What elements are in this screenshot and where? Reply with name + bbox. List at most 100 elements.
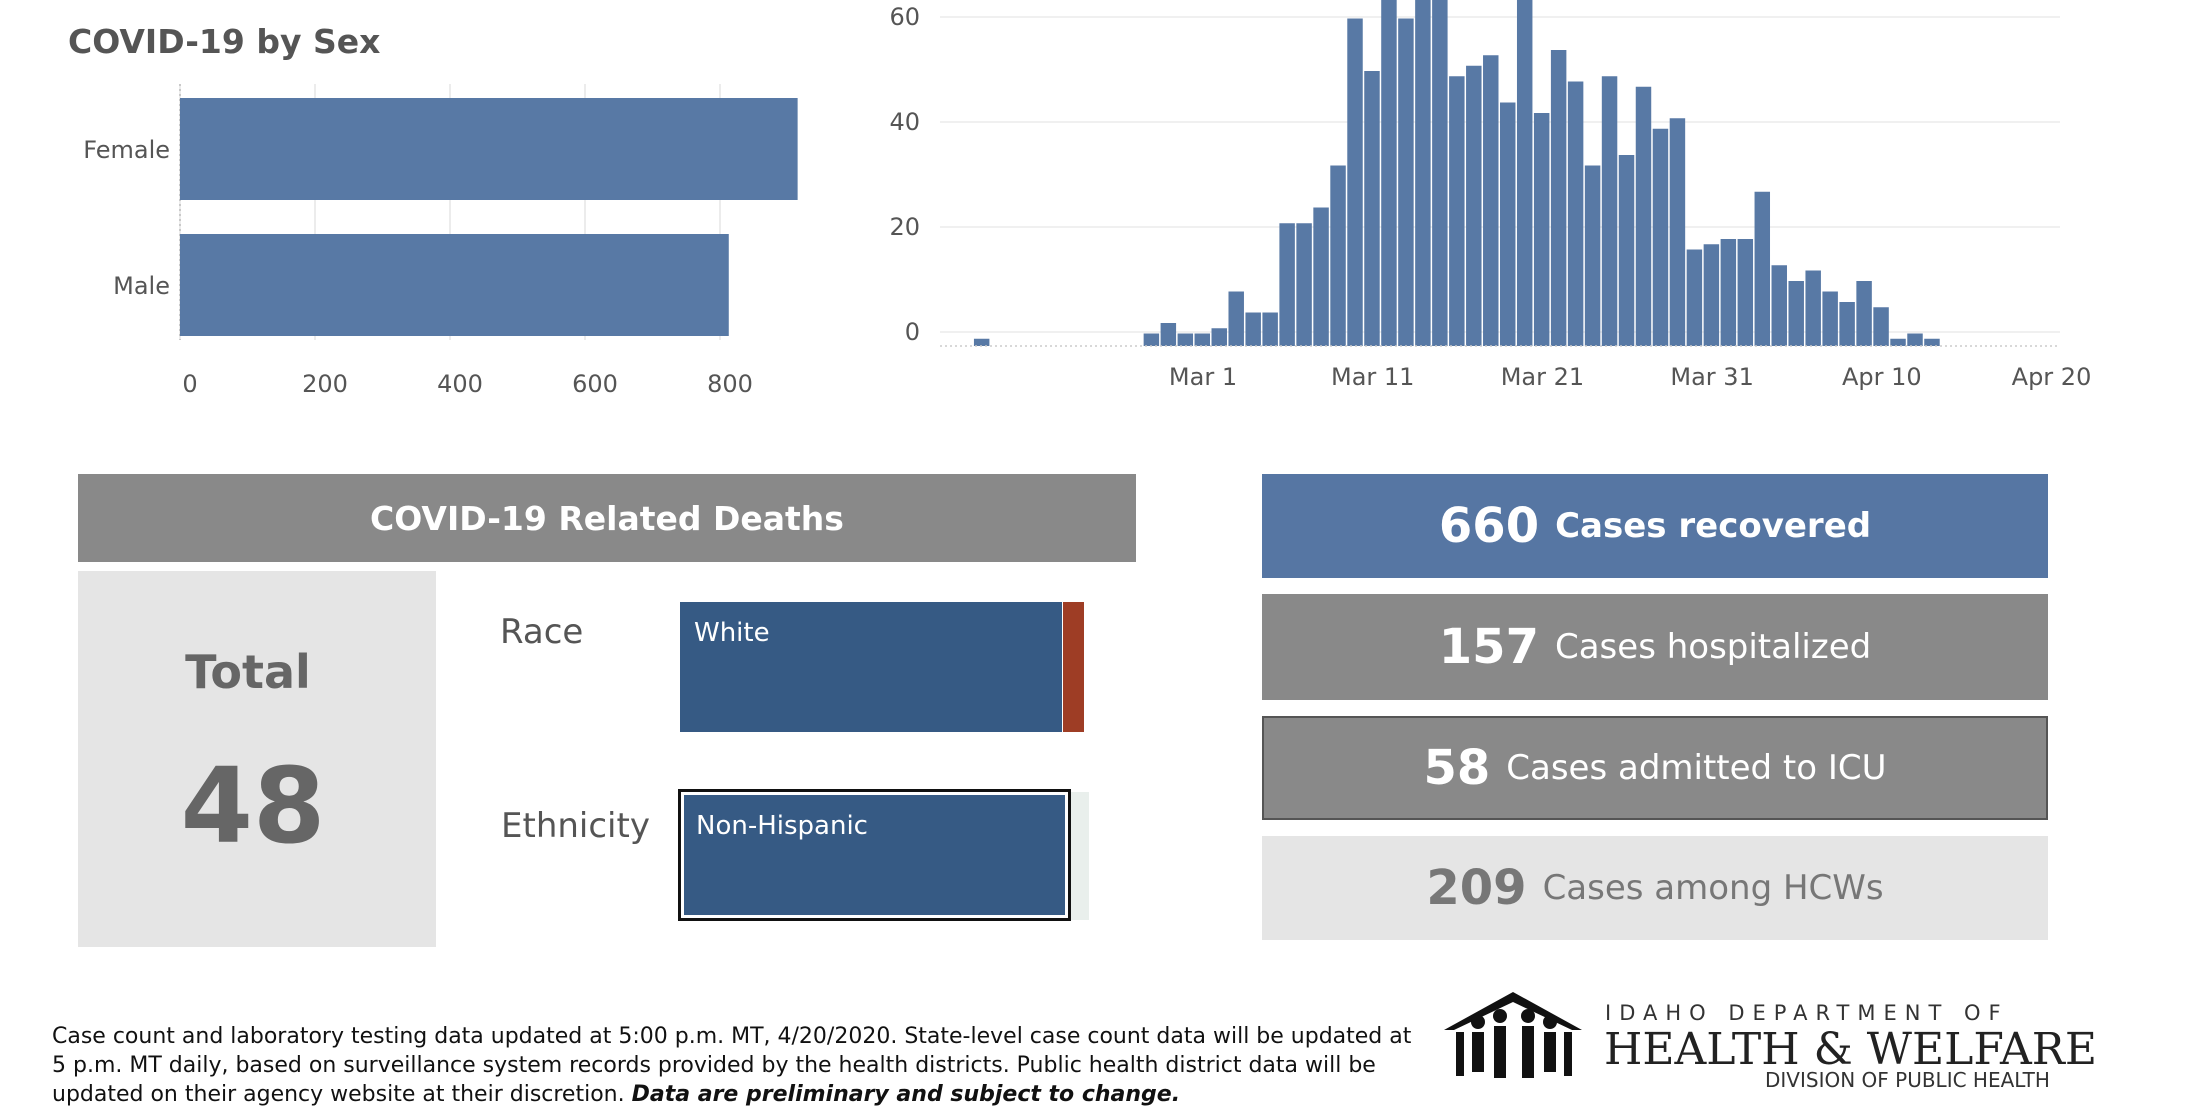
sex-x-tick-label: 600 (572, 370, 618, 398)
stat-recovered: 660 Cases recovered (1262, 474, 2048, 578)
timeline-bar[interactable] (1754, 191, 1771, 346)
stat-hospitalized: 157 Cases hospitalized (1262, 594, 2048, 700)
timeline-x-tick-label: Mar 21 (1501, 363, 1584, 391)
timeline-bar[interactable] (1652, 128, 1669, 346)
timeline-bar[interactable] (1415, 0, 1431, 346)
timeline-bar[interactable] (1330, 165, 1346, 347)
timeline-bar[interactable] (1466, 65, 1482, 346)
timeline-bar[interactable] (1398, 18, 1414, 347)
timeline-bar[interactable] (1194, 333, 1211, 347)
timeline-chart: 0 20 40 60 Mar 1 Mar 11 Mar 21 Mar 31 Apr 10 Apr … (889, 0, 2092, 391)
stat-icu: 58 Cases admitted to ICU (1262, 716, 2048, 820)
timeline-bar[interactable] (1432, 0, 1448, 346)
timeline-bar[interactable] (1211, 328, 1227, 346)
timeline-bar[interactable] (1296, 223, 1312, 346)
timeline-y-tick-label: 0 (905, 318, 920, 346)
footer-note-emphasis: Data are preliminary and subject to chan… (631, 1082, 1181, 1107)
total-deaths-value: 48 (180, 745, 326, 867)
ethnicity-non-hispanic-bar[interactable] (678, 789, 1071, 921)
timeline-x-tick-label: Mar 11 (1331, 363, 1414, 391)
timeline-bar[interactable] (1873, 307, 1889, 346)
timeline-bar[interactable] (1839, 302, 1855, 346)
timeline-bar[interactable] (1788, 281, 1804, 346)
timeline-bar[interactable] (1924, 338, 1940, 346)
timeline-x-tick-label: Apr 20 (2012, 363, 2092, 391)
stat-hcw-number: 209 (1426, 860, 1527, 916)
timeline-bar[interactable] (1584, 165, 1601, 347)
timeline-bar[interactable] (1279, 223, 1295, 346)
timeline-bar[interactable] (1483, 55, 1499, 346)
idhw-logo-icon (1444, 992, 1582, 1078)
sex-chart: Female Male 0 200 400 600 800 (83, 84, 798, 398)
stat-icu-number: 58 (1423, 740, 1491, 796)
timeline-bar[interactable] (1364, 71, 1380, 346)
timeline-bar[interactable] (1771, 265, 1787, 346)
timeline-bar[interactable] (1669, 118, 1686, 346)
total-deaths-label: Total (185, 645, 311, 699)
ethnicity-non-hispanic-fill (684, 795, 1065, 915)
timeline-bar[interactable] (1160, 323, 1177, 346)
timeline-bar[interactable] (1720, 239, 1737, 346)
sex-x-tick-label: 200 (302, 370, 348, 398)
timeline-bar[interactable] (1143, 333, 1160, 347)
timeline-bar[interactable] (1635, 86, 1652, 346)
ethnicity-non-hispanic-label: Non-Hispanic (696, 811, 868, 841)
timeline-bar[interactable] (1686, 249, 1703, 347)
timeline-y-tick-label: 60 (889, 3, 920, 31)
timeline-bar[interactable] (1533, 113, 1550, 346)
stat-hcw-label: Cases among HCWs (1542, 868, 1884, 908)
stat-icu-label: Cases admitted to ICU (1506, 748, 1887, 788)
stat-recovered-number: 660 (1438, 498, 1540, 554)
sex-x-tick-label: 800 (707, 370, 753, 398)
stat-hcw: 209 Cases among HCWs (1262, 836, 2048, 940)
timeline-y-tick-label: 40 (889, 108, 920, 136)
timeline-bar[interactable] (1177, 333, 1194, 347)
timeline-bar[interactable] (1890, 338, 1906, 346)
timeline-bar[interactable] (1313, 207, 1329, 347)
race-other-bar[interactable] (1063, 602, 1084, 732)
timeline-y-tick-label: 20 (889, 213, 920, 241)
timeline-bar[interactable] (1703, 244, 1720, 346)
sex-category-label: Female (83, 136, 170, 164)
sex-x-tick-label: 400 (437, 370, 483, 398)
timeline-bar[interactable] (1550, 50, 1567, 346)
timeline-bar[interactable] (1516, 0, 1533, 346)
timeline-bar[interactable] (1618, 155, 1635, 346)
timeline-bar[interactable] (1262, 312, 1278, 347)
sex-bar[interactable] (180, 98, 798, 200)
timeline-bar[interactable] (1381, 0, 1397, 346)
race-white-bar[interactable] (680, 602, 1062, 732)
stat-recovered-label: Cases recovered (1555, 506, 1872, 546)
timeline-bar[interactable] (1737, 239, 1754, 346)
total-deaths-box (78, 571, 436, 947)
sex-category-label: Male (113, 272, 170, 300)
sex-x-tick-label: 0 (182, 370, 197, 398)
timeline-bar[interactable] (973, 338, 990, 346)
logo-main-text: HEALTH & WELFARE (1604, 1024, 2098, 1075)
race-white-label: White (694, 618, 770, 648)
sex-bar[interactable] (180, 234, 729, 336)
timeline-bar[interactable] (1567, 81, 1584, 347)
timeline-bar[interactable] (1805, 270, 1821, 347)
stat-hospitalized-number: 157 (1438, 619, 1539, 675)
timeline-bar[interactable] (1245, 312, 1261, 347)
ethnicity-label: Ethnicity (501, 806, 650, 846)
deaths-header: COVID-19 Related Deaths (78, 474, 1136, 562)
stat-hospitalized-label: Cases hospitalized (1554, 627, 1872, 667)
timeline-bar[interactable] (1856, 281, 1872, 346)
footer-note: Case count and laboratory testing data u… (52, 1022, 1422, 1109)
timeline-bar[interactable] (1347, 18, 1363, 347)
timeline-x-tick-label: Mar 1 (1169, 363, 1237, 391)
race-label: Race (500, 612, 584, 652)
timeline-bar[interactable] (1449, 76, 1465, 346)
timeline-bar[interactable] (1500, 102, 1516, 347)
logo-top-text: IDAHO DEPARTMENT OF (1605, 1001, 2009, 1025)
timeline-x-tick-label: Apr 10 (1842, 363, 1922, 391)
timeline-bar[interactable] (1601, 76, 1618, 346)
timeline-bar[interactable] (1228, 291, 1244, 347)
timeline-bar[interactable] (1907, 333, 1923, 347)
logo-sub-text: DIVISION OF PUBLIC HEALTH (1765, 1068, 2050, 1092)
sex-chart-title: COVID-19 by Sex (68, 22, 381, 61)
timeline-bar[interactable] (1822, 291, 1838, 347)
timeline-x-tick-label: Mar 31 (1670, 363, 1753, 391)
